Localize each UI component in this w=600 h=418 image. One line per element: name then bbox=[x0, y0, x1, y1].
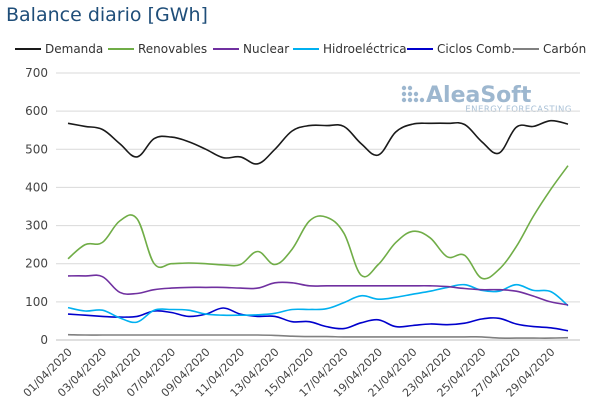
y-tick-label: 500 bbox=[25, 142, 48, 156]
legend-label-hidroelectrica: Hidroeléctrica bbox=[323, 42, 407, 56]
legend: Demanda Renovables Nuclear Hidroeléctrica Ci… bbox=[15, 42, 586, 56]
y-tick-label: 400 bbox=[25, 180, 48, 194]
series-line-nuclear bbox=[67, 274, 569, 306]
logo-dot-1 bbox=[407, 85, 413, 91]
logo-dot-2 bbox=[401, 91, 407, 97]
logo-dot-6 bbox=[407, 97, 413, 103]
legend-label-demanda: Demanda bbox=[45, 42, 103, 56]
y-tick-label: 100 bbox=[25, 295, 48, 309]
y-tick-label: 300 bbox=[25, 219, 48, 233]
series-line-renovables bbox=[67, 165, 569, 280]
x-axis-ticks: 01/04/202003/04/202005/04/202007/04/2020… bbox=[21, 346, 558, 400]
logo-sub-text: ENERGY FORECASTING bbox=[465, 105, 572, 115]
logo-dots-icon bbox=[401, 85, 425, 103]
grid-lines bbox=[56, 72, 580, 341]
logo-dot-3 bbox=[407, 91, 413, 97]
y-tick-label: 0 bbox=[40, 333, 48, 347]
y-tick-label: 600 bbox=[25, 104, 48, 118]
logo-dot-7 bbox=[413, 97, 419, 103]
logo-dot-5 bbox=[401, 97, 407, 103]
legend-label-carbon: Carbón bbox=[543, 42, 586, 56]
series-lines bbox=[67, 119, 569, 339]
y-tick-label: 700 bbox=[25, 66, 48, 80]
y-tick-label: 200 bbox=[25, 257, 48, 271]
series-line-carbon bbox=[67, 333, 569, 339]
logo-dot-8 bbox=[419, 97, 425, 103]
aleasoft-logo: AleaSoft ENERGY FORECASTING bbox=[401, 83, 572, 115]
legend-label-ciclos-comb: Ciclos Comb. bbox=[437, 42, 515, 56]
logo-dot-0 bbox=[401, 85, 407, 91]
series-line-hidroelectrica bbox=[67, 283, 569, 324]
legend-label-nuclear: Nuclear bbox=[243, 42, 289, 56]
chart-title: Balance diario [GWh] bbox=[6, 4, 208, 26]
legend-label-renovables: Renovables bbox=[138, 42, 207, 56]
y-axis-ticks: 0 100 200 300 400 500 600 700 bbox=[25, 66, 48, 347]
logo-main-text: AleaSoft bbox=[426, 83, 532, 108]
series-line-demanda bbox=[67, 119, 569, 165]
logo-dot-4 bbox=[413, 91, 419, 97]
